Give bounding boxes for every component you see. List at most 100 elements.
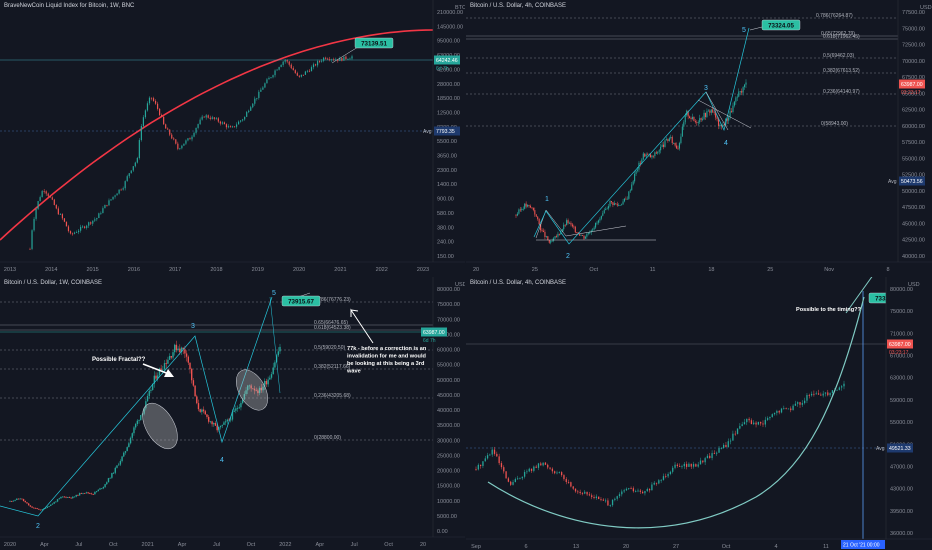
x-tick-label: Sep <box>471 544 481 550</box>
chart-svg-bottom-left[interactable]: 0.786(76776.23) 0.65(66476.65)0.618(64523… <box>0 277 465 550</box>
candle-body <box>676 145 678 149</box>
candle-body <box>100 488 103 490</box>
candle-body <box>31 506 33 508</box>
candle-body <box>702 118 704 120</box>
countdown-label: 6d 7h <box>436 66 449 72</box>
chart-panel-bottom-left[interactable]: 0.786(76776.23) 0.65(66476.65) 0.618(64523… <box>0 277 465 550</box>
candle-body <box>687 110 689 117</box>
candle-body <box>804 400 806 404</box>
candle-body <box>190 369 193 381</box>
candle-body <box>167 128 169 130</box>
y-tick-label: 75000.00 <box>890 309 913 315</box>
y-tick-label: 63000.00 <box>890 376 913 382</box>
last-price-tag <box>421 327 447 337</box>
candle-body <box>692 464 695 467</box>
candle-body <box>496 453 498 457</box>
candle-body <box>266 79 268 84</box>
candle-body <box>55 204 57 209</box>
candle-body <box>77 494 79 496</box>
candle-body <box>521 208 523 210</box>
x-tick-label: 11 <box>650 267 656 273</box>
candle-body <box>223 422 225 425</box>
chart-panel-bottom-right[interactable]: Possible to the timing??73324.0080000.00… <box>466 277 932 550</box>
chart-panel-top-left[interactable]: 210000.00145000.0095000.0063000.0042000.… <box>0 0 465 273</box>
candle-body <box>132 166 134 171</box>
x-tick-label: Jul <box>75 542 82 548</box>
wave-label: 5 <box>272 290 276 297</box>
candle-body <box>24 501 26 503</box>
candle-body <box>116 465 118 468</box>
candle-body <box>614 498 616 500</box>
candle-body <box>555 236 558 237</box>
avg-label: Avg <box>888 179 897 185</box>
candle-body <box>179 348 181 353</box>
candle-body <box>565 479 567 483</box>
candle-body <box>530 468 533 471</box>
candle-body <box>718 448 720 453</box>
candle-body <box>204 411 206 415</box>
candle-body <box>16 498 18 500</box>
y-tick-label: 1400.00 <box>437 182 457 188</box>
candle-body <box>177 143 179 149</box>
candle-body <box>665 139 667 141</box>
candle-body <box>45 191 47 194</box>
candle-body <box>709 455 711 459</box>
candle-body <box>72 496 74 499</box>
price-callout-label: 73915.67 <box>288 298 314 305</box>
candle-body <box>734 433 736 435</box>
price-axis <box>433 0 465 273</box>
candle-body <box>736 428 739 434</box>
candle-body <box>150 97 153 99</box>
candle-body <box>202 409 205 412</box>
fib-level-label: 0.65(66476.65) <box>314 320 348 326</box>
candle-body <box>333 59 335 61</box>
chart-svg-top-right[interactable]: 0.786(76264.87) 0.65(72962.79)0.618(71962… <box>466 0 932 273</box>
candle-body <box>549 467 551 469</box>
fib-level-label: 0.618(64523.38) <box>314 325 351 331</box>
candle-body <box>831 390 834 394</box>
candle-body <box>82 226 84 228</box>
candle-body <box>657 151 659 154</box>
candle-body <box>780 408 783 413</box>
x-tick-label: Apr <box>178 542 187 548</box>
candle-body <box>75 494 77 497</box>
candle-body <box>739 91 741 92</box>
x-tick-label: 2016 <box>128 267 140 273</box>
candle-body <box>544 231 546 237</box>
candle-body <box>339 57 341 61</box>
candle-body <box>591 495 593 498</box>
candle-body <box>651 155 653 158</box>
candle-body <box>110 199 112 201</box>
candle-body <box>642 153 644 160</box>
candle-body <box>114 467 116 473</box>
candle-body <box>262 87 264 90</box>
candle-body <box>486 455 489 459</box>
fib-level-label: 0.65(72962.79) <box>821 31 855 37</box>
candle-body <box>532 207 534 211</box>
chart-svg-top-left[interactable]: 210000.00145000.0095000.0063000.0042000.… <box>0 0 465 273</box>
y-tick-label: 43000.00 <box>890 487 913 493</box>
candle-body <box>262 386 264 391</box>
candle-body <box>606 208 608 210</box>
candle-body <box>242 119 244 121</box>
candle-body <box>732 105 734 112</box>
avg-label: Avg <box>423 129 432 135</box>
candle-body <box>557 233 559 237</box>
candle-body <box>252 103 254 108</box>
candle-body <box>49 196 51 198</box>
chart-panel-top-right[interactable]: 0.786(76264.87) 0.65(72962.79) 0.618(71962… <box>466 0 932 273</box>
candle-body <box>669 471 672 474</box>
candle-body <box>53 502 55 504</box>
fib-level-label: 0.236(43205.68) <box>314 393 351 399</box>
wave-label: 4 <box>724 140 728 147</box>
candle-body <box>94 219 96 221</box>
candle-body <box>581 235 584 237</box>
candle-body <box>597 220 600 223</box>
x-tick-label: Nov <box>824 267 834 273</box>
candle-body <box>183 143 185 146</box>
candle-body <box>612 202 614 206</box>
candle-body <box>801 403 803 405</box>
chart-svg-bottom-right[interactable]: Possible to the timing??73324.0080000.00… <box>466 277 932 550</box>
candle-body <box>150 389 152 391</box>
candle-body <box>237 121 240 125</box>
